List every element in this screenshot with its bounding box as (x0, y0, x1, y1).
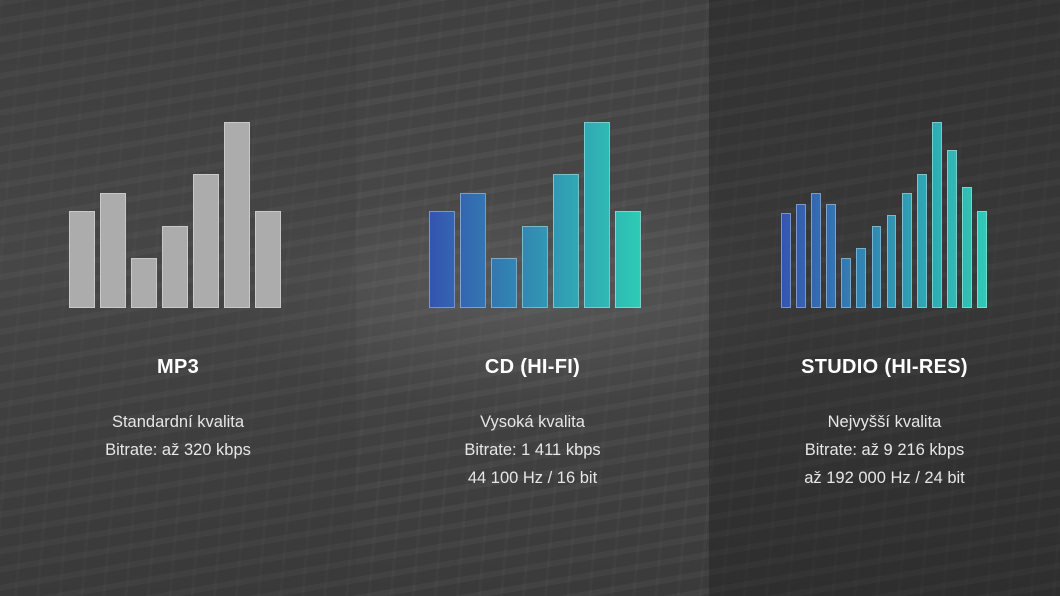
bars-studio (781, 110, 987, 308)
level-bar (69, 211, 95, 308)
quality-label: Vysoká kvalita (480, 413, 585, 431)
level-bar (856, 248, 867, 308)
level-bar (901, 192, 912, 308)
bitrate-label: Bitrate: až 320 kbps (105, 441, 251, 459)
level-bar (615, 211, 641, 308)
level-bar (977, 211, 987, 308)
quality-label: Standardní kvalita (111, 413, 245, 431)
panel-title: MP3 (156, 356, 200, 378)
level-bar (491, 257, 517, 308)
level-bar (931, 122, 942, 308)
level-bar (871, 226, 882, 308)
level-bar (193, 174, 219, 308)
panel-description: Nejvyšší kvalita Bitrate: až 9 216 kbps … (709, 408, 1060, 492)
level-bar (100, 192, 126, 308)
level-bar (255, 211, 281, 308)
panel-cd: CD (HI-FI) Vysoká kvalita Bitrate: 1 411… (356, 0, 709, 596)
level-bar (886, 215, 897, 308)
panel-description: Vysoká kvalita Bitrate: 1 411 kbps 44 10… (356, 408, 709, 492)
level-bar (162, 226, 188, 308)
sample-rate-label: 44 100 Hz / 16 bit (467, 469, 598, 487)
level-bar (947, 149, 957, 308)
level-bar (460, 192, 486, 308)
level-bar (131, 257, 157, 308)
level-bar (429, 211, 455, 308)
bitrate-label: Bitrate: až 9 216 kbps (804, 441, 965, 459)
panel-mp3: MP3 Standardní kvalita Bitrate: až 320 k… (0, 0, 356, 596)
level-bar (553, 174, 579, 308)
bitrate-label: Bitrate: 1 411 kbps (464, 441, 601, 459)
level-bar (796, 203, 806, 308)
quality-label: Nejvyšší kvalita (827, 413, 942, 431)
level-bar (224, 122, 250, 308)
level-bar (962, 187, 972, 308)
panel-studio: STUDIO (HI-RES) Nejvyšší kvalita Bitrate… (709, 0, 1060, 596)
bars-cd (429, 110, 641, 308)
level-bar (916, 174, 927, 308)
panel-title: STUDIO (HI-RES) (801, 356, 968, 378)
sample-rate-label: až 192 000 Hz / 24 bit (804, 469, 965, 487)
panel-description: Standardní kvalita Bitrate: až 320 kbps (0, 408, 356, 464)
level-bar (841, 257, 852, 308)
bars-mp3 (69, 110, 281, 308)
level-bar (522, 226, 548, 308)
panel-title: CD (HI-FI) (484, 356, 581, 378)
level-bar (781, 213, 791, 308)
level-bar (826, 203, 837, 308)
level-bar (811, 192, 821, 308)
level-bar (584, 122, 610, 308)
